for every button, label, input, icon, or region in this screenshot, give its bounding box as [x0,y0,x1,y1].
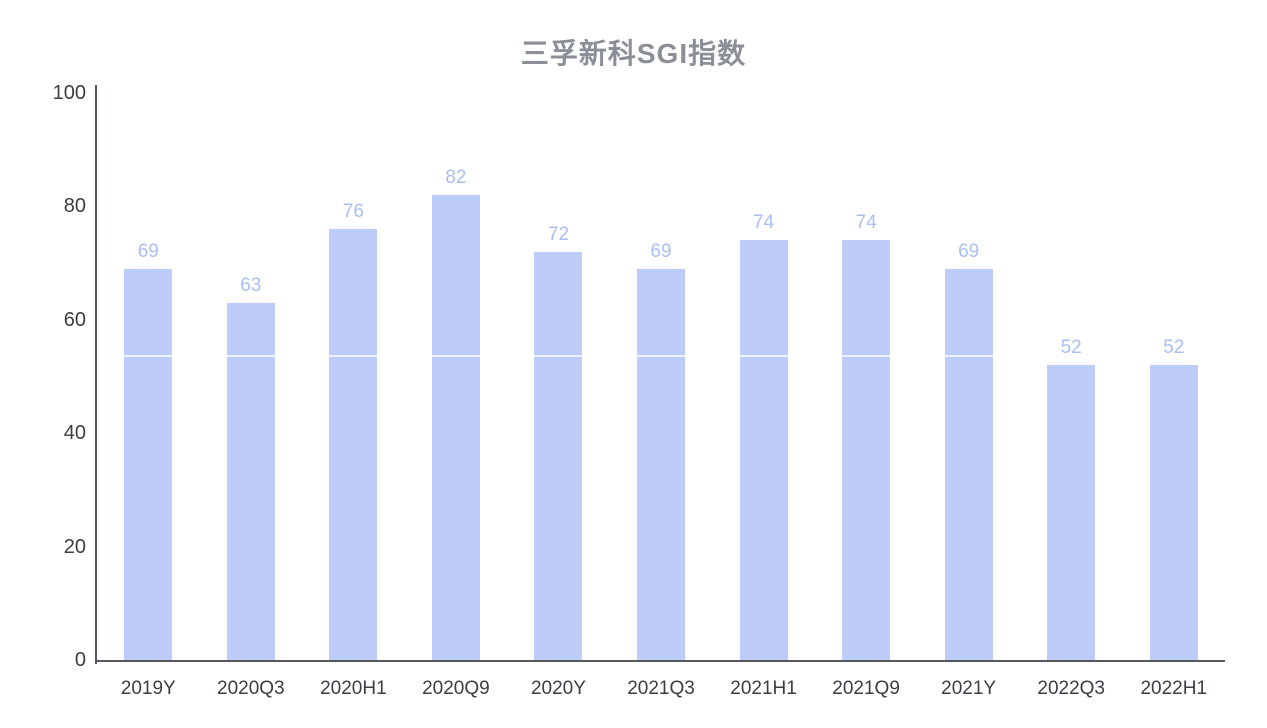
bar-slot-2020H1: 76 2020H1 [302,93,405,699]
x-tick-label-2020Q3: 2020Q3 [217,678,285,699]
bar-value-label-2020H1: 76 [342,201,364,223]
bar-value-label-2021Y: 69 [958,240,980,262]
x-tick-label-2019Y: 2019Y [120,678,176,699]
y-tick-label-80: 80 [63,195,86,218]
bar-value-label-2021Q9: 74 [855,212,877,234]
bar-2020Q9: 82 [431,167,480,660]
reference-line [97,354,1225,357]
x-tick-label-2021Q9: 2021Q9 [832,678,900,699]
y-axis-line [95,85,97,664]
bar-value-label-2020Q9: 82 [445,167,467,189]
bar-slot-2021H1: 74 2021H1 [712,93,815,699]
x-tick-label-2021H1: 2021H1 [730,678,797,699]
bar-slot-2022Q3: 52 2022Q3 [1020,93,1123,699]
chart-title: 三孚新科SGI指数 [520,38,747,69]
x-tick-label-2020Q9: 2020Q9 [422,678,490,699]
bar-slot-2020Q3: 63 2020Q3 [200,93,303,699]
bar-2021Y: 69 [944,241,993,660]
bar-2019Y: 69 [124,241,173,660]
x-tick-label-2020Y: 2020Y [530,678,586,699]
bar-slot-2020Q9: 82 2020Q9 [405,93,508,699]
bar-2020H1: 76 [329,201,378,660]
y-tick-label-40: 40 [63,422,86,445]
bar-2021H1: 74 [739,212,788,660]
y-tick-label-100: 100 [52,82,86,104]
y-tick-label-60: 60 [63,308,86,331]
bar-value-label-2022Q3: 52 [1060,337,1082,359]
bar-2021Q3: 69 [637,241,685,660]
x-tick-label-2022H1: 2022H1 [1140,678,1208,699]
bar-slot-2020Y: 72 2020Y [507,93,610,699]
bar-value-label-2019Y: 69 [137,240,159,262]
y-axis-tick-labels: 0 20 40 60 80 100 [53,82,1225,671]
bar-2021Q9: 74 [842,212,891,660]
x-tick-label-2021Y: 2021Y [941,678,997,699]
bar-value-label-2020Q3: 63 [240,274,262,296]
bar-slot-2021Q9: 74 2021Q9 [815,93,918,699]
bar-2020Y: 72 [534,224,583,660]
bar-slot-2022H1: 52 2022H1 [1122,93,1225,699]
x-tick-label-2020H1: 2020H1 [320,678,387,699]
bars-container: 69 2019Y 63 2020Q3 76 2020H1 82 2020Q9 72 2020Y 69… [97,93,1225,699]
bar-2020Q3: 63 [226,275,275,660]
bar-value-label-2022H1: 52 [1163,337,1185,359]
bar-value-label-2021H1: 74 [752,212,775,234]
y-tick-label-20: 20 [63,535,86,558]
plot-area: 0 20 40 60 80 100 69 2019Y 63 2020Q3 76 2020H1 82 20… [53,82,1225,699]
bar-slot-2021Q3: 69 2021Q3 [610,93,713,699]
bar-slot-2019Y: 69 2019Y [97,93,200,699]
x-tick-label-2022Q3: 2022Q3 [1037,678,1105,699]
y-tick-label-0: 0 [74,649,86,671]
bar-value-label-2021Q3: 69 [650,240,672,262]
x-axis-line [95,660,1225,662]
bar-value-label-2020Y: 72 [547,223,570,245]
x-tick-label-2021Q3: 2021Q3 [627,678,695,699]
bar-2022H1: 52 [1149,337,1198,660]
bar-slot-2021Y: 69 2021Y [917,93,1020,699]
bar-2022Q3: 52 [1047,337,1096,660]
